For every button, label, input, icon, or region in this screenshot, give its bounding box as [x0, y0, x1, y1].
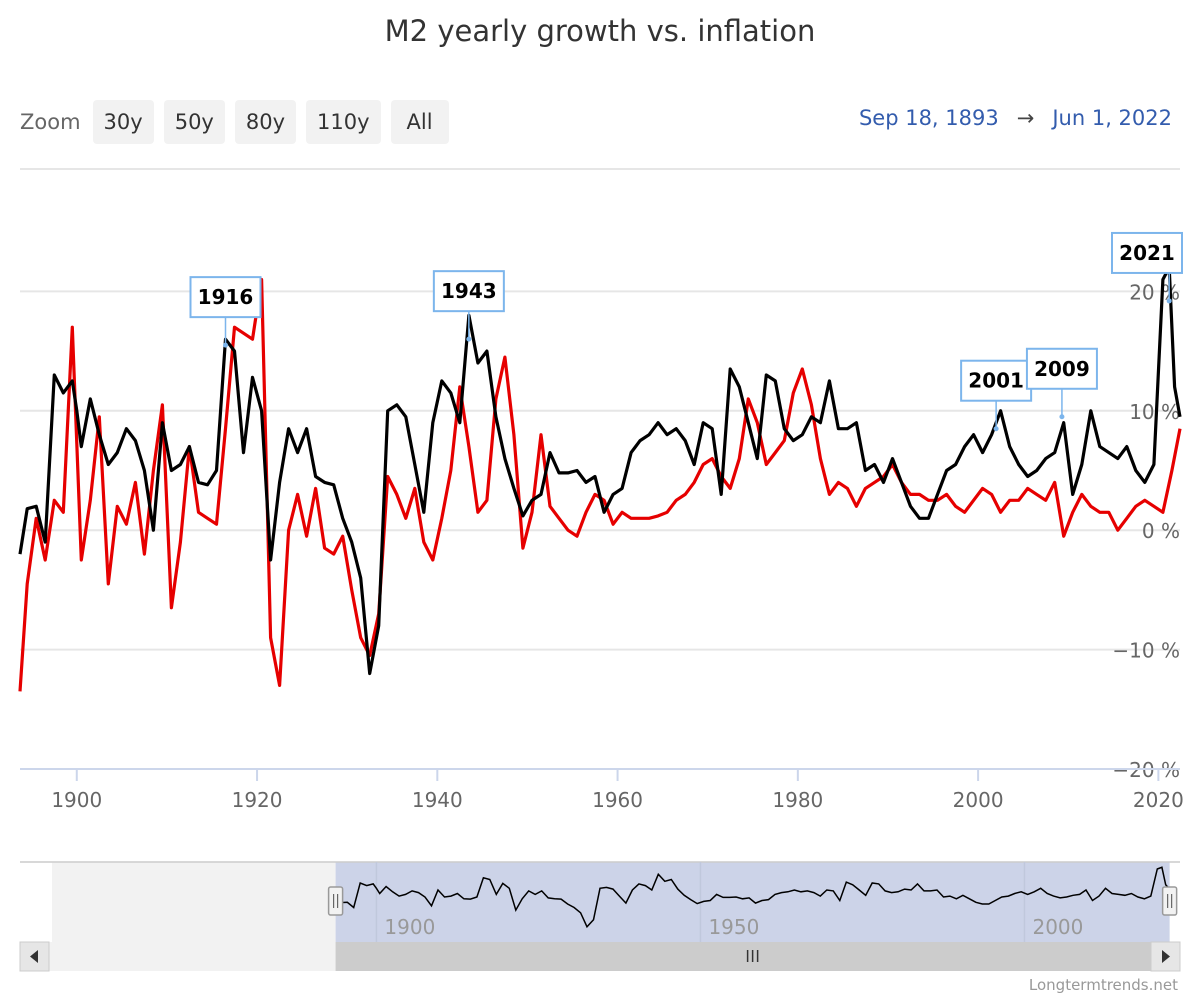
zoom-30y-button[interactable]: 30y: [92, 100, 154, 144]
x-tick-label: 2000: [953, 788, 1004, 812]
annotation-label: 2021: [1119, 241, 1175, 265]
date-range: Sep 18, 1893 → Jun 1, 2022: [859, 106, 1172, 130]
navigator-unselected: [52, 862, 336, 942]
annotation-box: [432, 270, 505, 313]
annotation-1943: 1943: [432, 270, 505, 342]
navigator-right-handle[interactable]: [1161, 886, 1178, 916]
annotation-box: [960, 359, 1033, 402]
x-tick-label: 1920: [232, 788, 283, 812]
annotation-label: 2009: [1034, 357, 1090, 381]
navigator-left-handle[interactable]: [327, 886, 344, 916]
zoom-toolbar: Zoom 30y 50y 80y 110y All: [20, 100, 459, 144]
navigator-selection[interactable]: [335, 862, 1170, 942]
zoom-all-button[interactable]: All: [390, 100, 449, 144]
navigator-tick-label: 1950: [708, 915, 759, 939]
range-arrow-icon: →: [1016, 106, 1035, 130]
navigator-series-line: [335, 866, 1171, 929]
x-tick-label: 1900: [51, 788, 102, 812]
zoom-label: Zoom: [20, 110, 81, 134]
m2-growth-line: [18, 265, 1182, 676]
annotation-2021: 2021: [1111, 231, 1183, 304]
plot-area: [18, 265, 1182, 692]
annotation-point: [223, 342, 229, 348]
navigator-tick-label: 2000: [1032, 915, 1083, 939]
zoom-110y-button[interactable]: 110y: [306, 100, 381, 144]
annotation-1916: 1916: [189, 276, 262, 348]
annotation-box: [1025, 347, 1098, 390]
annotation-point: [466, 336, 472, 342]
annotation-point: [1166, 298, 1172, 304]
annotation-box: [1111, 231, 1183, 274]
annotation-label: 1916: [198, 285, 254, 309]
credit-link[interactable]: Longtermtrends.net: [1028, 976, 1178, 994]
scroll-left-arrow-icon: [30, 950, 38, 963]
y-tick-label: −10 %: [1112, 639, 1180, 663]
x-axis-labels: 1900 1920 1940 1960 1980 2000 2020: [51, 769, 1184, 812]
y-tick-label: 20 %: [1129, 280, 1180, 304]
x-tick-label: 2020: [1133, 788, 1184, 812]
navigator: 1900 1950 2000: [19, 861, 1181, 972]
x-tick-label: 1980: [772, 788, 823, 812]
x-tick-label: 1940: [412, 788, 463, 812]
range-to-input[interactable]: Jun 1, 2022: [1052, 106, 1172, 130]
range-from-input[interactable]: Sep 18, 1893: [858, 106, 999, 130]
zoom-50y-button[interactable]: 50y: [163, 100, 225, 144]
zoom-80y-button[interactable]: 80y: [234, 100, 297, 144]
navigator-tick-label: 1900: [384, 915, 435, 939]
y-tick-label: 0 %: [1142, 519, 1180, 543]
chart-title: M2 yearly growth vs. inflation: [384, 14, 816, 48]
annotation-point: [1059, 414, 1065, 420]
annotation-2009: 2009: [1025, 347, 1098, 420]
scroll-right-arrow-icon: [1162, 950, 1170, 963]
annotation-2001: 2001: [960, 359, 1033, 432]
x-tick-label: 1960: [592, 788, 643, 812]
annotation-label: 1943: [441, 279, 497, 303]
y-axis-labels: −20 %−10 %0 %10 %20 %: [1112, 280, 1180, 782]
annotation-label: 2001: [968, 369, 1024, 393]
annotation-box: [189, 276, 262, 319]
annotation-point: [993, 426, 999, 432]
inflation-line: [18, 277, 1182, 692]
scroll-left-button[interactable]: [19, 941, 50, 972]
annotations: 1916 1943 2001 2009 2021: [189, 231, 1183, 432]
